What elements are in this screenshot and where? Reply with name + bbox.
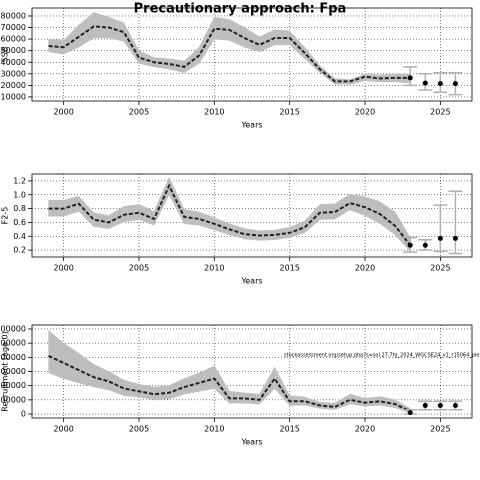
projection-point bbox=[437, 235, 443, 241]
y-tick-label: 30000 bbox=[1, 69, 26, 78]
confidence-band bbox=[274, 29, 290, 46]
x-tick-label: 2000 bbox=[53, 108, 73, 117]
projection-point bbox=[407, 410, 413, 416]
y-tick-label: 0.4 bbox=[13, 232, 26, 241]
x-tick-label: 2010 bbox=[204, 425, 224, 434]
confidence-band bbox=[214, 217, 230, 236]
confidence-band bbox=[78, 352, 95, 388]
x-tick-label: 2015 bbox=[279, 264, 299, 273]
x-axis-label: Years bbox=[240, 438, 262, 447]
projection-point bbox=[422, 80, 428, 86]
x-tick-label: 2000 bbox=[53, 264, 73, 273]
y-tick-label: 0 bbox=[21, 410, 26, 419]
confidence-band bbox=[63, 195, 79, 217]
projection-point bbox=[407, 75, 413, 81]
x-tick-label: 2005 bbox=[129, 108, 149, 117]
projection-point bbox=[407, 242, 413, 248]
confidence-band bbox=[138, 204, 155, 226]
x-tick-label: 2015 bbox=[279, 425, 299, 434]
y-tick-label: 0.8 bbox=[13, 204, 26, 213]
x-tick-label: 2010 bbox=[204, 264, 224, 273]
projection-point bbox=[422, 403, 428, 409]
confidence-band bbox=[93, 12, 110, 39]
y-tick-label: 60000 bbox=[1, 35, 26, 44]
y-tick-label: 70000 bbox=[1, 23, 26, 32]
confidence-band bbox=[93, 364, 110, 391]
x-axis-label: Years bbox=[240, 121, 262, 130]
median-line bbox=[48, 355, 411, 413]
x-tick-label: 2025 bbox=[430, 264, 450, 273]
confidence-band bbox=[259, 366, 275, 405]
x-tick-label: 2025 bbox=[430, 108, 450, 117]
y-tick-label: 3000000 bbox=[0, 324, 26, 333]
y-tick-label: 80000 bbox=[1, 11, 26, 20]
x-tick-label: 2005 bbox=[129, 425, 149, 434]
x-tick-label: 2020 bbox=[355, 264, 375, 273]
confidence-band bbox=[123, 22, 140, 65]
confidence-band bbox=[289, 220, 305, 238]
confidence-band bbox=[334, 78, 351, 85]
plot-frame bbox=[31, 324, 473, 419]
x-tick-label: 2010 bbox=[204, 108, 224, 117]
confidence-band bbox=[379, 201, 396, 236]
y-tick-label: 0.6 bbox=[13, 218, 26, 227]
confidence-band bbox=[78, 195, 95, 228]
y-axis-label: F2-5 bbox=[1, 207, 10, 225]
y-tick-label: 10000 bbox=[1, 92, 26, 101]
y-tick-label: 40000 bbox=[1, 58, 26, 67]
x-tick-label: 2015 bbox=[279, 108, 299, 117]
y-tick-label: 1.2 bbox=[13, 176, 26, 185]
confidence-band bbox=[63, 24, 79, 55]
plot-frame bbox=[31, 7, 473, 102]
projection-point bbox=[452, 403, 458, 409]
confidence-band bbox=[78, 11, 95, 48]
confidence-band bbox=[304, 203, 321, 234]
y-tick-label: 1000000 bbox=[0, 381, 26, 390]
chart-title: Precautionary approach: Fpa bbox=[134, 2, 347, 17]
x-tick-label: 2020 bbox=[355, 425, 375, 434]
confidence-band bbox=[274, 367, 290, 407]
x-axis-label: Years bbox=[240, 277, 262, 286]
plot-frame bbox=[31, 173, 473, 258]
y-tick-label: 1500000 bbox=[0, 367, 26, 376]
y-axis-label: Recruitment (age 0) bbox=[1, 331, 10, 411]
confidence-band bbox=[199, 365, 215, 392]
x-tick-label: 2000 bbox=[53, 425, 73, 434]
y-tick-label: 50000 bbox=[1, 46, 26, 55]
projection-point bbox=[452, 81, 458, 87]
confidence-band bbox=[48, 329, 64, 379]
x-tick-label: 2005 bbox=[129, 264, 149, 273]
y-tick-label: 0.2 bbox=[13, 246, 26, 255]
confidence-band bbox=[289, 30, 305, 60]
confidence-band bbox=[394, 399, 411, 414]
projection-point bbox=[452, 235, 458, 241]
median-line bbox=[48, 25, 411, 83]
projection-point bbox=[422, 242, 428, 248]
annotation: stockassessment.org/setup.php?s=sol.27.7… bbox=[284, 353, 480, 359]
projection-point bbox=[437, 81, 443, 87]
confidence-band bbox=[319, 65, 336, 85]
y-axis-label: SSB bbox=[1, 47, 10, 63]
y-tick-label: 2000000 bbox=[0, 353, 26, 362]
x-tick-label: 2025 bbox=[430, 425, 450, 434]
y-tick-label: 20000 bbox=[1, 81, 26, 90]
projection-point bbox=[437, 403, 443, 409]
y-tick-label: 1.0 bbox=[13, 190, 26, 199]
median-line bbox=[48, 183, 412, 246]
confidence-band bbox=[108, 206, 125, 230]
x-tick-label: 2020 bbox=[355, 108, 375, 117]
confidence-band bbox=[229, 391, 245, 404]
confidence-band bbox=[364, 196, 381, 225]
